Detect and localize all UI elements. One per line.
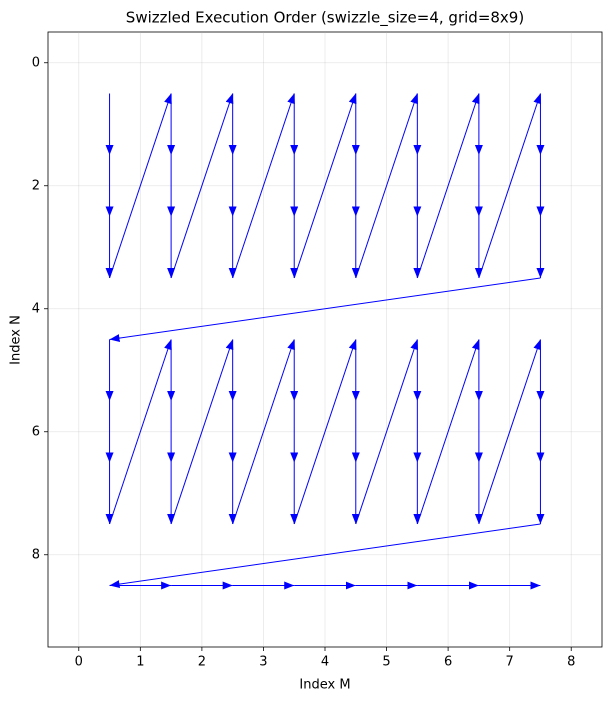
arrow xyxy=(170,93,234,279)
x-tick-label: 5 xyxy=(382,655,390,670)
arrow xyxy=(293,339,357,525)
arrow xyxy=(170,339,234,525)
x-tick-label: 1 xyxy=(136,655,144,670)
arrow xyxy=(232,93,295,279)
chart-title: Swizzled Execution Order (swizzle_size=4… xyxy=(126,9,524,28)
x-tick-label: 7 xyxy=(506,655,514,670)
x-tick-label: 6 xyxy=(444,655,452,670)
arrow xyxy=(109,339,172,525)
arrow xyxy=(355,93,418,279)
y-tick-label: 8 xyxy=(32,547,40,562)
arrow xyxy=(416,93,480,279)
y-tick-label: 4 xyxy=(32,301,40,316)
arrow xyxy=(478,93,542,279)
x-tick-label: 0 xyxy=(75,655,83,670)
y-tick-label: 2 xyxy=(32,178,40,193)
y-tick-label: 0 xyxy=(32,55,40,70)
x-tick-label: 8 xyxy=(567,655,575,670)
y-tick-label: 6 xyxy=(32,424,40,439)
arrow xyxy=(478,339,542,525)
arrow xyxy=(416,339,480,525)
arrow xyxy=(109,93,172,279)
arrow xyxy=(232,339,295,525)
y-axis-label: Index N xyxy=(9,315,24,365)
arrow xyxy=(109,523,541,589)
arrow xyxy=(293,93,357,279)
arrow xyxy=(109,277,541,343)
x-tick-label: 3 xyxy=(259,655,267,670)
arrow xyxy=(355,339,418,525)
x-tick-label: 4 xyxy=(321,655,329,670)
x-axis-label: Index M xyxy=(299,678,350,693)
x-tick-label: 2 xyxy=(198,655,206,670)
